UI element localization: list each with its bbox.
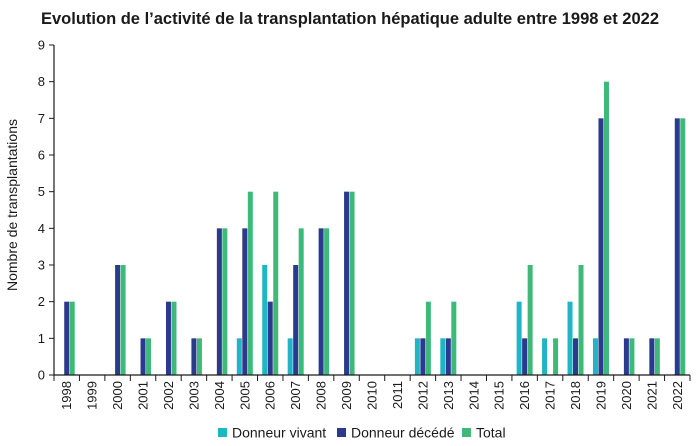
y-tick-label: 8: [38, 74, 45, 89]
bar: [344, 191, 350, 375]
x-tick-label: 2018: [568, 381, 583, 410]
bar: [222, 228, 228, 375]
bar: [629, 338, 635, 375]
legend-label: Donneur décédé: [351, 425, 455, 441]
y-tick-label: 3: [38, 258, 45, 273]
x-tick-label: 2017: [543, 381, 558, 410]
x-tick-label: 2000: [110, 381, 125, 410]
x-tick-label: 2019: [593, 381, 608, 410]
x-tick-label: 2004: [212, 381, 227, 410]
bars-group: [64, 81, 686, 376]
bar: [445, 338, 451, 375]
bar: [242, 228, 248, 375]
x-tick-label: 2006: [263, 381, 278, 410]
bar: [236, 338, 242, 375]
y-tick-label: 2: [38, 294, 45, 309]
bar: [623, 338, 629, 375]
y-tick-label: 9: [38, 38, 45, 53]
bar: [273, 191, 279, 375]
bar: [527, 265, 533, 375]
bar: [420, 338, 426, 375]
x-tick-label: 1999: [85, 381, 100, 410]
x-tick-label: 2012: [415, 381, 430, 410]
legend-label: Donneur vivant: [232, 425, 326, 441]
bar: [654, 338, 660, 375]
bar: [578, 265, 584, 375]
x-tick-label: 2016: [517, 381, 532, 410]
legend-swatch: [218, 428, 227, 437]
y-tick-label: 0: [38, 368, 45, 383]
y-tick-label: 1: [38, 331, 45, 346]
y-tick-label: 5: [38, 184, 45, 199]
bar: [324, 228, 330, 375]
x-tick-label: 2009: [339, 381, 354, 410]
bar: [171, 301, 177, 375]
bar: [649, 338, 655, 375]
x-tick-label: 2021: [644, 381, 659, 410]
bar: [603, 81, 609, 376]
bar: [247, 191, 253, 375]
x-tick-label: 2014: [466, 381, 481, 410]
bar: [115, 265, 121, 375]
bar: [69, 301, 75, 375]
bar: [680, 118, 686, 375]
bar: [542, 338, 548, 375]
bar: [440, 338, 446, 375]
bar: [425, 301, 431, 375]
bar: [318, 228, 324, 375]
bar: [262, 265, 268, 375]
legend-swatch: [337, 428, 346, 437]
y-axis: 0 1 2 3 4 5 6 7 8 9: [38, 38, 55, 383]
x-tick-label: 2022: [670, 381, 685, 410]
x-tick-label: 2011: [390, 381, 405, 409]
x-tick-label: 2008: [314, 381, 329, 410]
bar: [522, 338, 528, 375]
y-tick-label: 7: [38, 111, 45, 126]
x-tick-label: 2020: [619, 381, 634, 410]
x-tick-label: 2015: [492, 381, 507, 410]
y-tick-label: 4: [38, 221, 45, 236]
bar: [592, 338, 598, 375]
x-axis: 1998 1999 2000 2001 2002 2003 2004 2005 2006 2007…: [53, 374, 691, 410]
bar: [216, 228, 222, 375]
x-tick-label: 2007: [288, 381, 303, 410]
bar: [267, 301, 273, 375]
bar: [293, 265, 299, 375]
chart-title: Evolution de l’activité de la transplant…: [41, 10, 659, 28]
x-tick-label: 2001: [136, 381, 151, 410]
bar: [64, 301, 70, 375]
bar: [567, 301, 573, 375]
bar: [165, 301, 171, 375]
bar: [191, 338, 197, 375]
bar: [349, 191, 355, 375]
x-tick-label: 2010: [365, 381, 380, 410]
bar: [598, 118, 604, 375]
bar: [140, 338, 146, 375]
y-tick-label: 6: [38, 148, 45, 163]
y-axis-label: Nombre de transplantations: [4, 119, 20, 291]
legend-swatch: [462, 428, 471, 437]
bar: [516, 301, 522, 375]
bar: [674, 118, 680, 375]
legend-label: Total: [476, 425, 506, 441]
bar: [287, 338, 293, 375]
bar: [120, 265, 126, 375]
bar: [451, 301, 457, 375]
bar: [573, 338, 579, 375]
bar: [196, 338, 202, 375]
x-tick-label: 1998: [59, 381, 74, 410]
bar: [146, 338, 152, 375]
bar: [414, 338, 420, 375]
x-tick-label: 2013: [441, 381, 456, 410]
x-tick-label: 2003: [186, 381, 201, 410]
x-tick-label: 2002: [161, 381, 176, 410]
x-tick-label: 2005: [237, 381, 252, 410]
bar: [553, 338, 559, 375]
bar: [298, 228, 304, 375]
legend: Donneur vivant Donneur décédé Total: [218, 425, 506, 441]
